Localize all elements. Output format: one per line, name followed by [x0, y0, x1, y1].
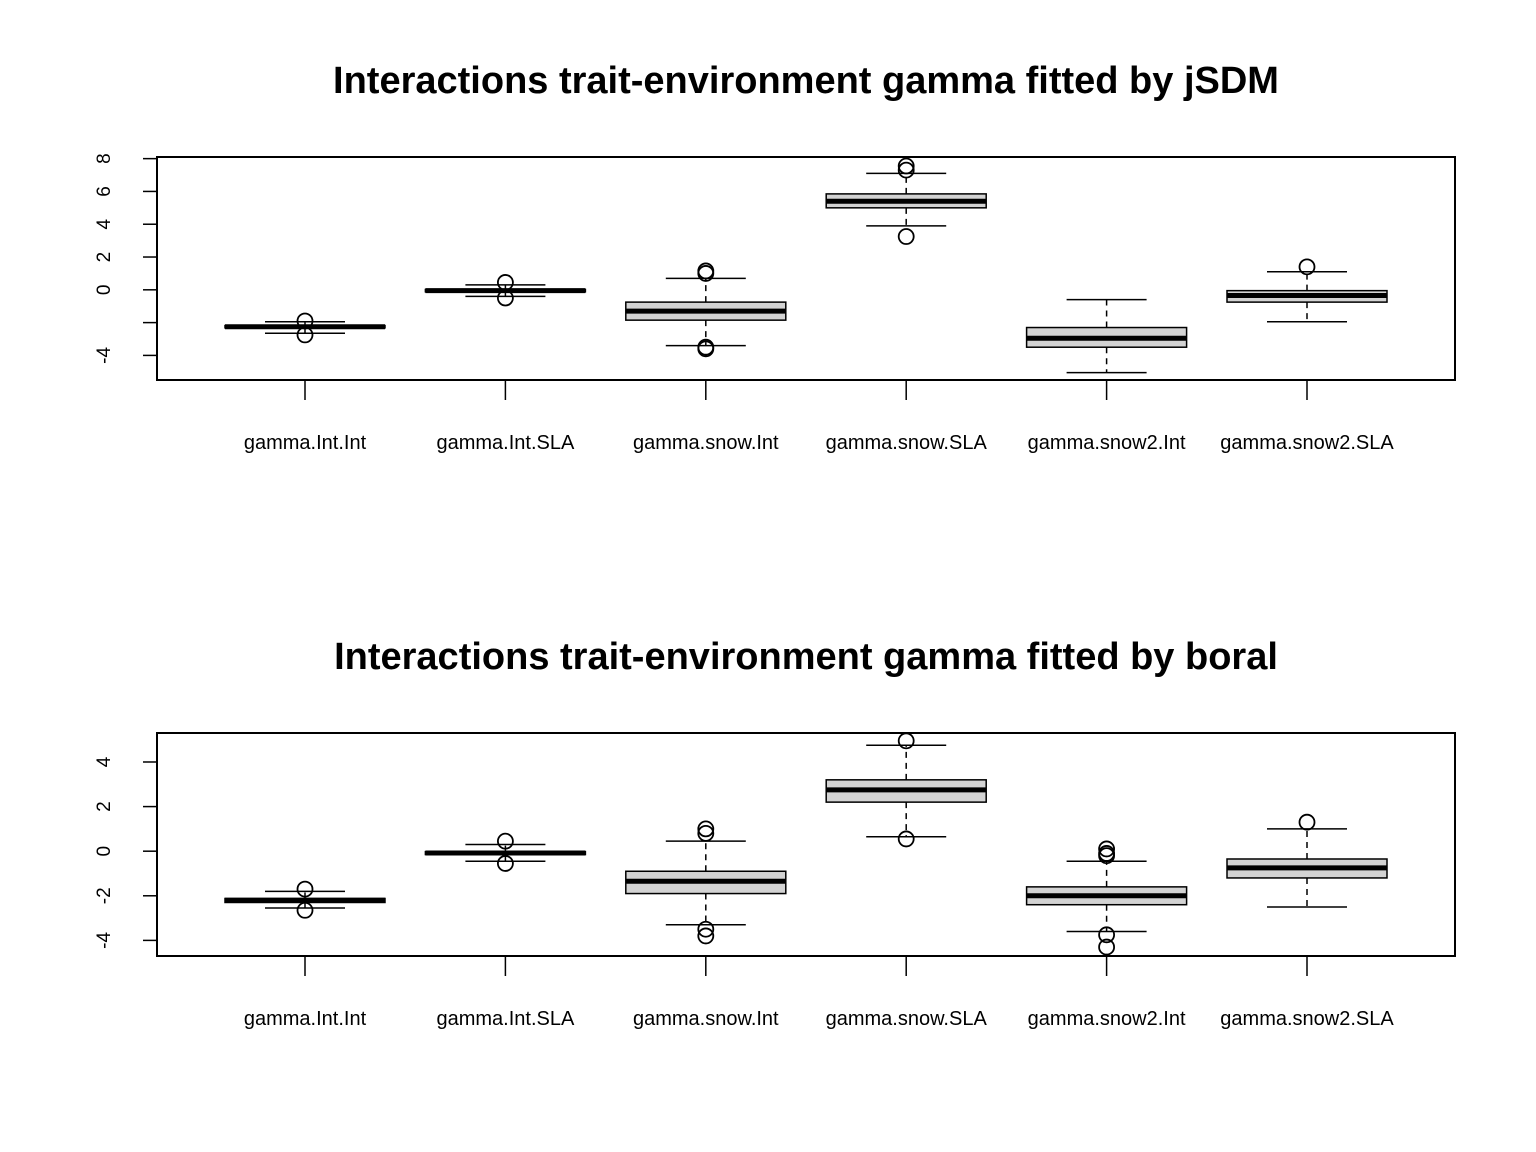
y-tick-label: 8	[94, 153, 115, 164]
outlier-point	[296, 312, 314, 330]
x-tick-label: gamma.snow2.Int	[1028, 432, 1186, 454]
x-tick-label: gamma.Int.Int	[244, 432, 367, 454]
plot-frame-boral	[156, 732, 1456, 957]
box-gamma.snow.Int	[625, 262, 787, 358]
outlier-point	[897, 157, 915, 175]
outlier-point	[697, 262, 715, 280]
y-tick-label: 0	[94, 846, 115, 857]
outlier-point	[296, 901, 314, 919]
x-tick-label: gamma.snow2.SLA	[1220, 432, 1394, 454]
outlier-point	[697, 820, 715, 838]
outlier-point	[496, 855, 514, 872]
outlier-point	[1098, 926, 1115, 944]
y-tick-label: 0	[94, 285, 115, 296]
x-tick-label: gamma.snow.SLA	[826, 1008, 988, 1030]
box-gamma.snow2.SLA	[1226, 258, 1388, 323]
y-tick-label: 2	[94, 252, 115, 263]
outlier-point	[1098, 847, 1115, 865]
outlier-point	[1098, 840, 1115, 858]
box-gamma.Int.SLA	[424, 832, 587, 872]
chart-title-jsdm: Interactions trait-environment gamma fit…	[333, 60, 1279, 102]
x-axis-boral: gamma.Int.Int gamma.Int.SLA gamma.snow.Int…	[244, 956, 1394, 1030]
y-tick-label: 4	[94, 756, 115, 767]
box-gamma.snow2.SLA	[1226, 813, 1388, 908]
plot-frame-jsdm	[156, 156, 1456, 381]
x-tick-label: gamma.Int.Int	[244, 1008, 367, 1030]
box-gamma.Int.Int	[224, 312, 386, 344]
outlier-point	[697, 927, 715, 945]
x-tick-label: gamma.snow.Int	[633, 432, 779, 454]
outlier-point	[496, 832, 514, 850]
chart-panel-boral: Interactions trait-environment gamma fit…	[94, 636, 1456, 1030]
x-tick-label: gamma.snow.Int	[633, 1008, 779, 1030]
boxes-boral	[224, 732, 1388, 956]
outlier-point	[897, 830, 915, 848]
boxes-jsdm	[224, 157, 1388, 374]
outlier-point	[296, 326, 314, 344]
y-tick-label: 6	[94, 186, 115, 197]
box-gamma.snow.SLA	[825, 732, 987, 848]
box-gamma.Int.SLA	[424, 274, 587, 307]
outlier-point	[1298, 813, 1316, 831]
y-tick-label: 4	[94, 219, 115, 230]
x-tick-label: gamma.snow2.Int	[1028, 1008, 1186, 1030]
outlier-point	[897, 228, 915, 245]
box-gamma.snow2.Int	[1025, 298, 1188, 374]
outlier-point	[697, 920, 715, 938]
y-axis-boral: -4 -2 0 2 4	[94, 756, 158, 949]
box-gamma.snow2.Int	[1025, 840, 1188, 956]
y-tick-label: -4	[94, 347, 115, 364]
box-gamma.snow.SLA	[825, 157, 987, 245]
outlier-point	[296, 880, 314, 898]
outlier-point	[897, 732, 915, 750]
x-axis-jsdm: gamma.Int.Int gamma.Int.SLA gamma.snow.Int…	[244, 380, 1394, 454]
box-gamma.Int.Int	[224, 880, 386, 919]
y-tick-label: -4	[94, 932, 115, 949]
x-tick-label: gamma.Int.SLA	[436, 1008, 575, 1030]
box-gamma.snow.Int	[625, 820, 787, 945]
y-tick-label: 2	[94, 801, 115, 812]
y-tick-label: -2	[94, 887, 115, 904]
outlier-point	[1298, 258, 1316, 276]
outlier-point	[697, 824, 715, 842]
outlier-point	[897, 161, 915, 179]
outlier-point	[1098, 938, 1115, 956]
y-axis-jsdm: -4 0 2 4 6 8	[94, 153, 158, 364]
chart-panel-jsdm: Interactions trait-environment gamma fit…	[94, 60, 1456, 454]
x-tick-label: gamma.Int.SLA	[436, 432, 575, 454]
x-tick-label: gamma.snow2.SLA	[1220, 1008, 1394, 1030]
outlier-point	[697, 340, 715, 358]
x-tick-label: gamma.snow.SLA	[826, 432, 988, 454]
chart-title-boral: Interactions trait-environment gamma fit…	[334, 636, 1278, 678]
outlier-point	[496, 289, 514, 307]
